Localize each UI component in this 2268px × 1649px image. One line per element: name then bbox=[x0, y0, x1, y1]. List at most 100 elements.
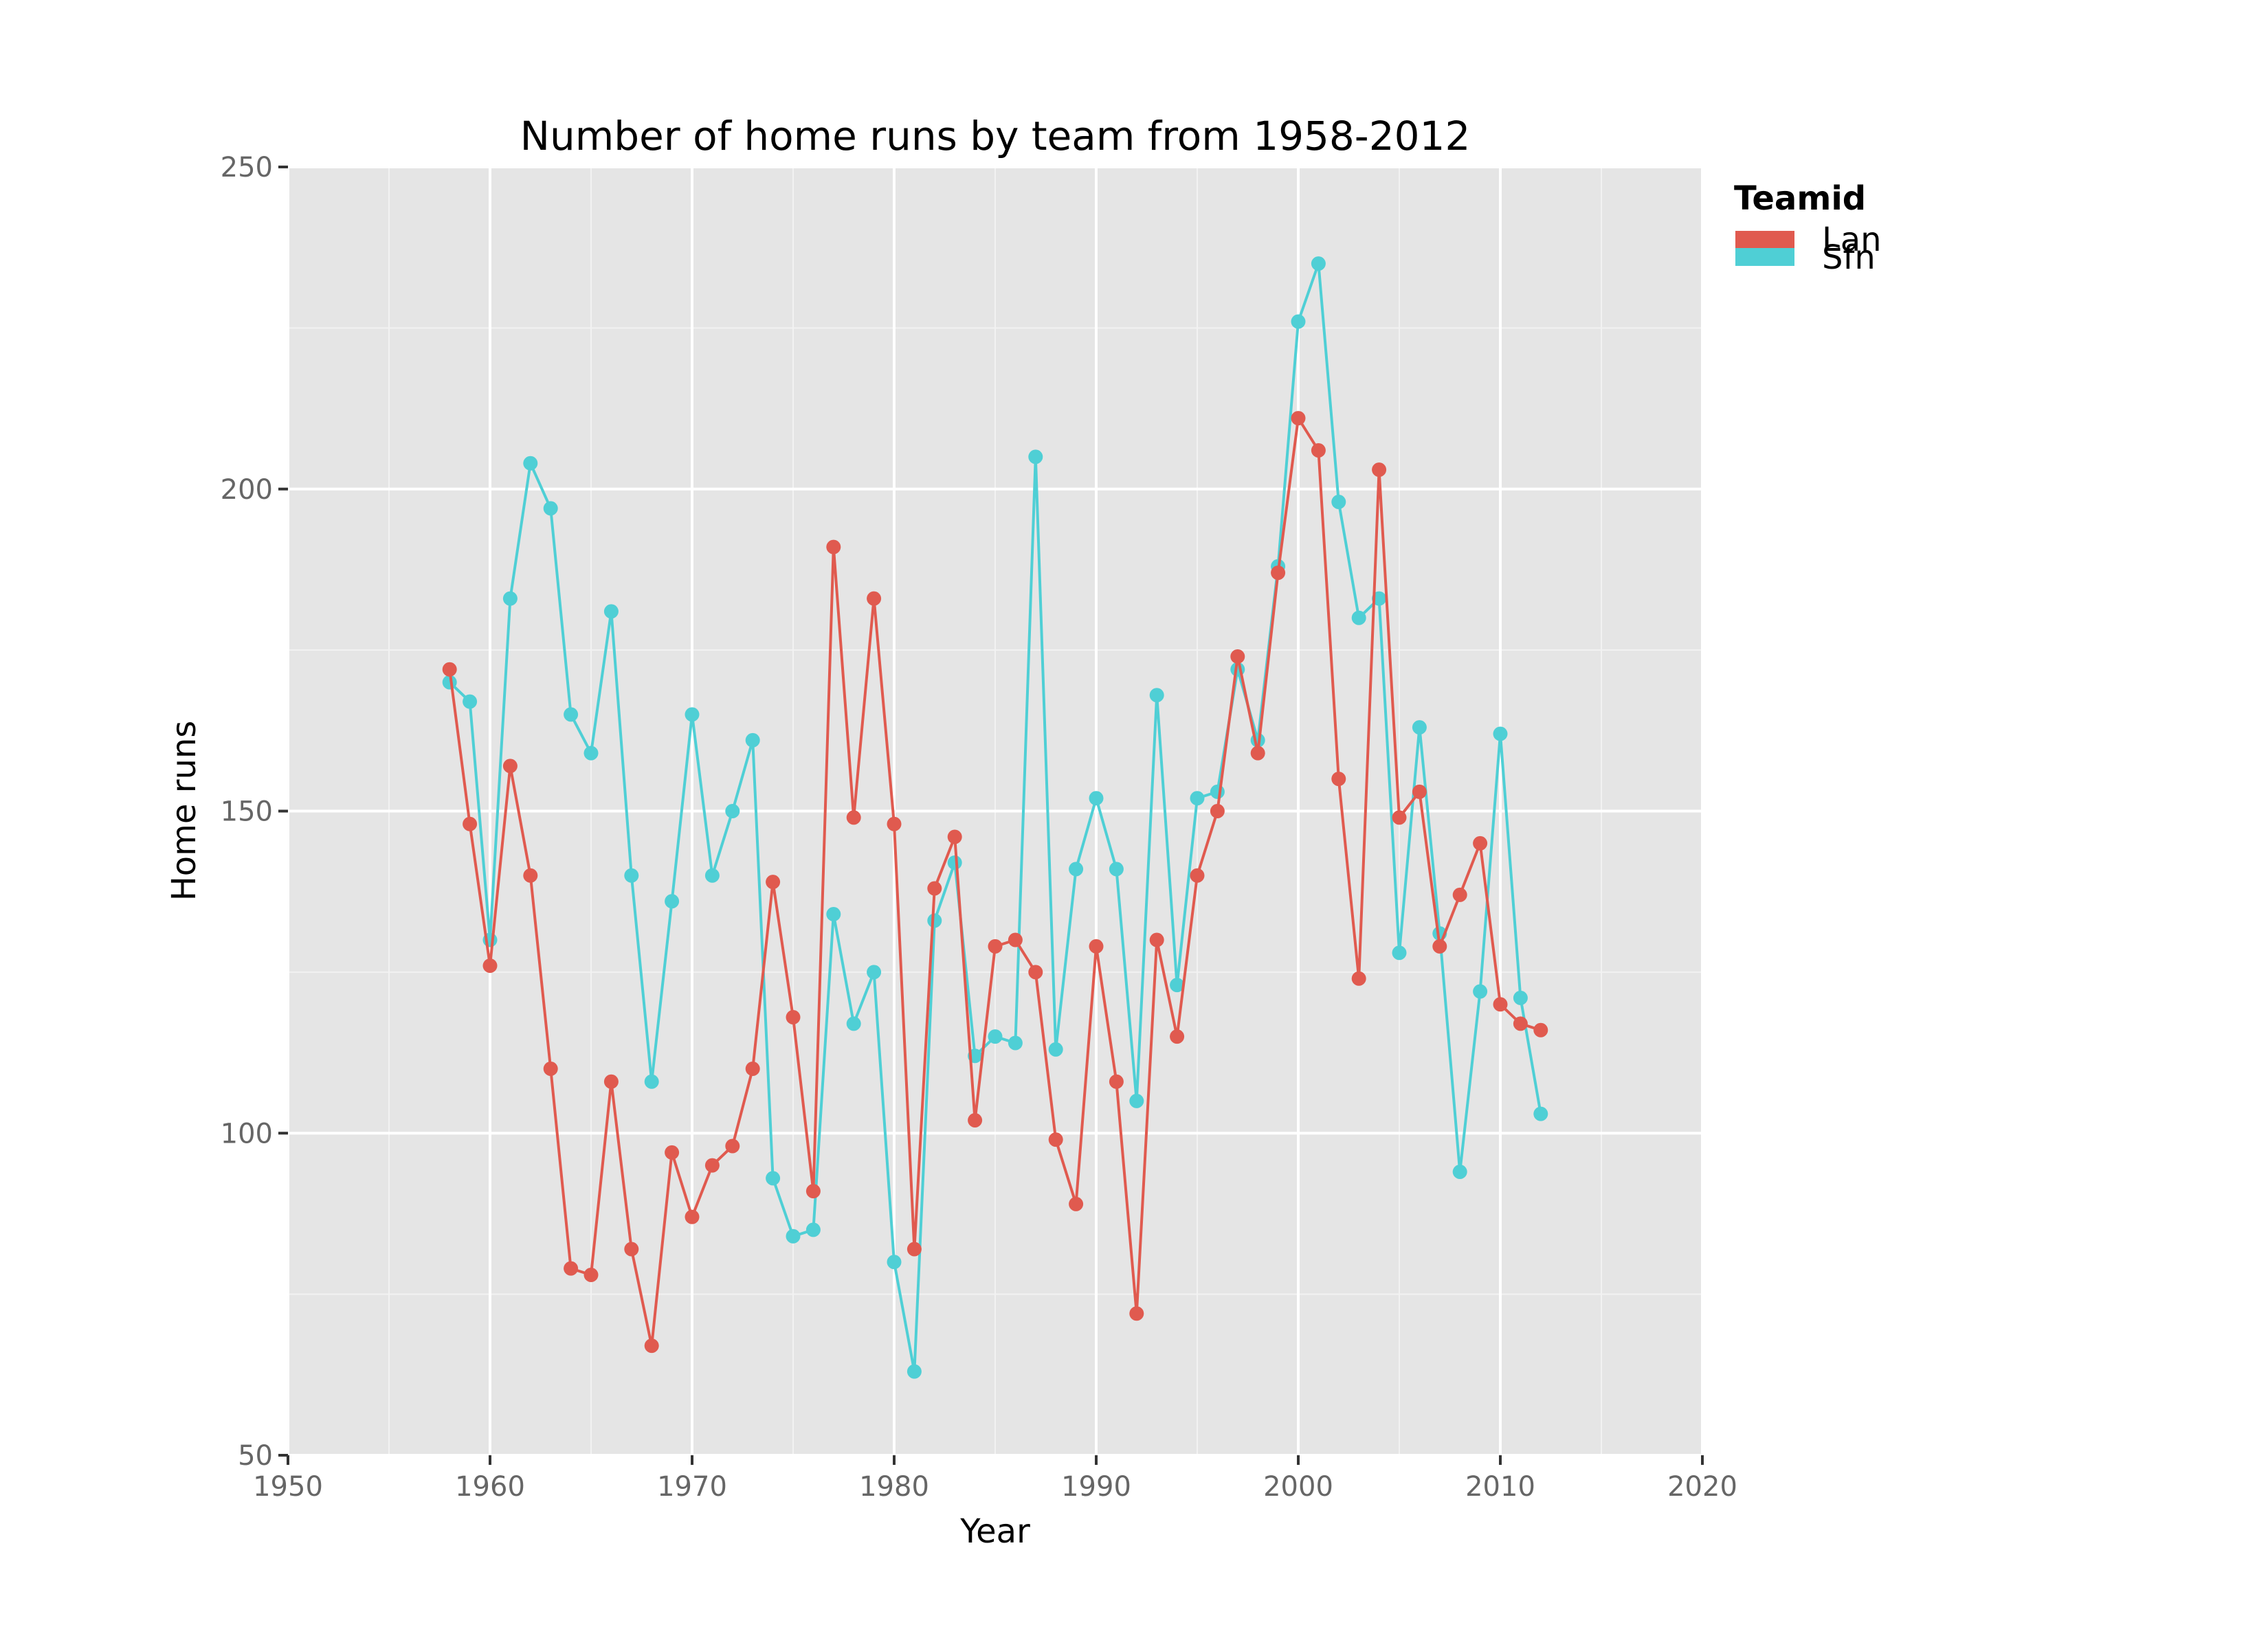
data-point-sfn bbox=[725, 804, 740, 818]
data-point-lan bbox=[1170, 1029, 1185, 1044]
data-point-sfn bbox=[988, 1029, 1003, 1044]
data-point-lan bbox=[1452, 887, 1467, 902]
data-point-sfn bbox=[1452, 1165, 1467, 1179]
data-point-lan bbox=[1129, 1306, 1144, 1321]
data-point-lan bbox=[1392, 810, 1407, 825]
data-point-sfn bbox=[502, 591, 518, 606]
x-tick-label: 1960 bbox=[455, 1471, 525, 1503]
data-point-lan bbox=[644, 1338, 659, 1354]
data-point-lan bbox=[1271, 565, 1286, 581]
data-point-sfn bbox=[1190, 791, 1205, 806]
data-point-lan bbox=[826, 539, 841, 554]
data-point-lan bbox=[1069, 1196, 1084, 1211]
data-point-lan bbox=[583, 1268, 599, 1282]
data-point-lan bbox=[1089, 939, 1104, 954]
data-point-lan bbox=[745, 1062, 760, 1076]
data-point-lan bbox=[463, 816, 478, 831]
data-point-sfn bbox=[1392, 945, 1407, 961]
data-point-sfn bbox=[583, 745, 599, 761]
series-lan bbox=[442, 411, 1548, 1354]
data-point-lan bbox=[1048, 1132, 1063, 1147]
data-point-sfn bbox=[1069, 862, 1084, 877]
data-point-sfn bbox=[685, 707, 700, 722]
data-point-sfn bbox=[1412, 720, 1427, 735]
data-point-lan bbox=[1372, 462, 1387, 478]
y-tick-label: 200 bbox=[221, 474, 273, 506]
data-point-lan bbox=[543, 1062, 558, 1076]
legend-key-lan bbox=[1735, 231, 1794, 249]
data-point-lan bbox=[1412, 784, 1427, 799]
data-point-lan bbox=[502, 759, 518, 774]
data-point-sfn bbox=[704, 868, 720, 883]
data-point-lan bbox=[907, 1242, 922, 1257]
data-point-sfn bbox=[1089, 791, 1104, 806]
data-point-lan bbox=[1493, 997, 1508, 1012]
data-point-sfn bbox=[1291, 314, 1306, 329]
legend-label-sfn: Sfn bbox=[1822, 238, 1876, 277]
data-point-sfn bbox=[1149, 688, 1164, 703]
data-point-lan bbox=[685, 1209, 700, 1224]
x-tick-label: 1990 bbox=[1061, 1471, 1131, 1503]
data-point-lan bbox=[1473, 835, 1488, 851]
data-point-sfn bbox=[846, 1016, 861, 1031]
data-point-lan bbox=[482, 958, 498, 973]
y-tick-label: 100 bbox=[221, 1118, 273, 1149]
data-point-lan bbox=[624, 1242, 639, 1257]
data-point-lan bbox=[564, 1261, 579, 1276]
x-tick-label: 2010 bbox=[1465, 1471, 1535, 1503]
data-point-sfn bbox=[1473, 984, 1488, 999]
data-point-sfn bbox=[1048, 1042, 1063, 1057]
data-point-lan bbox=[1190, 868, 1205, 883]
y-tick-label: 50 bbox=[238, 1440, 273, 1472]
data-point-lan bbox=[1250, 745, 1265, 761]
data-point-lan bbox=[665, 1145, 680, 1160]
data-point-lan bbox=[442, 662, 457, 677]
x-tick-label: 2000 bbox=[1263, 1471, 1333, 1503]
chart-title: Number of home runs by team from 1958-20… bbox=[520, 113, 1471, 159]
y-axis-label: Home runs bbox=[165, 721, 203, 901]
data-point-sfn bbox=[564, 707, 579, 722]
legend: Teamid Lan Sfn bbox=[1734, 179, 1882, 277]
data-point-sfn bbox=[603, 604, 619, 619]
data-point-sfn bbox=[644, 1074, 659, 1089]
data-point-lan bbox=[603, 1074, 619, 1089]
legend-title: Teamid bbox=[1734, 179, 1866, 218]
data-point-lan bbox=[523, 868, 538, 883]
legend-key-sfn bbox=[1735, 248, 1794, 266]
data-point-sfn bbox=[624, 868, 639, 883]
legend-label-lan: Lan bbox=[1822, 221, 1882, 259]
series-sfn bbox=[442, 256, 1548, 1379]
data-point-sfn bbox=[543, 501, 558, 516]
data-point-sfn bbox=[1129, 1093, 1144, 1108]
data-point-lan bbox=[1311, 443, 1326, 458]
data-point-sfn bbox=[887, 1255, 902, 1270]
data-point-sfn bbox=[1493, 726, 1508, 741]
data-point-sfn bbox=[745, 732, 760, 748]
data-point-lan bbox=[786, 1010, 801, 1024]
data-point-sfn bbox=[1533, 1106, 1548, 1121]
data-point-lan bbox=[846, 810, 861, 825]
data-point-sfn bbox=[1513, 990, 1528, 1005]
data-point-sfn bbox=[665, 894, 680, 909]
data-point-lan bbox=[988, 939, 1003, 954]
data-point-sfn bbox=[867, 965, 882, 980]
data-point-lan bbox=[1331, 772, 1346, 787]
data-point-sfn bbox=[1008, 1035, 1023, 1051]
data-point-lan bbox=[1291, 411, 1306, 426]
x-tick-label: 2020 bbox=[1667, 1471, 1737, 1503]
data-point-sfn bbox=[907, 1364, 922, 1379]
data-point-lan bbox=[1149, 932, 1164, 947]
data-point-lan bbox=[1513, 1016, 1528, 1031]
data-point-lan bbox=[725, 1138, 740, 1154]
data-point-sfn bbox=[786, 1229, 801, 1244]
data-point-sfn bbox=[826, 907, 841, 921]
data-point-sfn bbox=[805, 1222, 821, 1237]
data-point-lan bbox=[1230, 649, 1245, 664]
data-point-lan bbox=[805, 1184, 821, 1199]
data-point-lan bbox=[766, 875, 781, 890]
data-point-lan bbox=[867, 591, 882, 606]
data-point-sfn bbox=[947, 855, 962, 870]
data-point-sfn bbox=[927, 913, 942, 928]
data-point-lan bbox=[887, 816, 902, 831]
